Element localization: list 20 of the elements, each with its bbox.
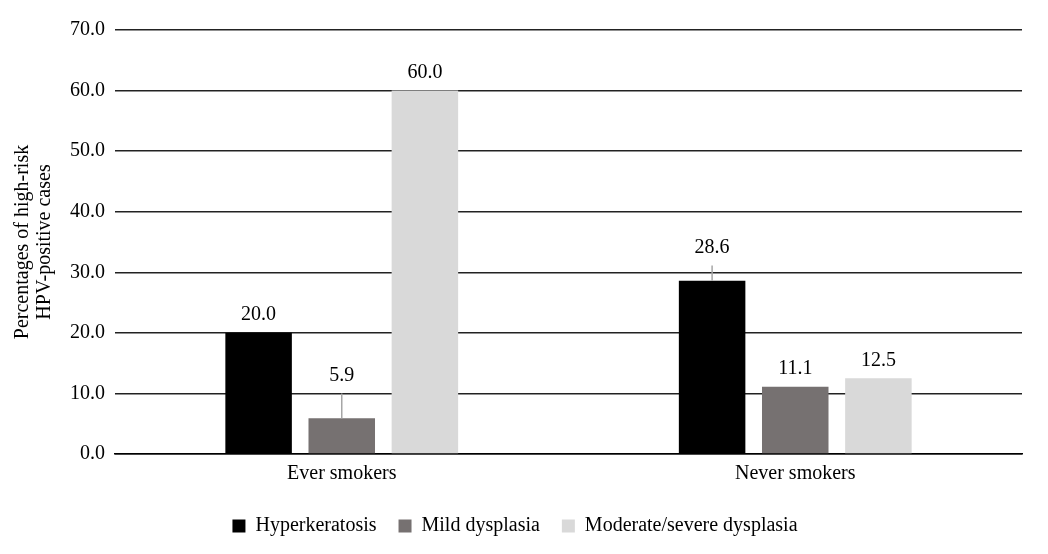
y-axis-title: Percentages of high-risk HPV-positive cases [10, 144, 56, 340]
y-tick-label: 0.0 [80, 441, 105, 464]
y-tick-label: 50.0 [70, 138, 105, 161]
y-tick-label: 70.0 [70, 17, 105, 40]
legend-label: Hyperkeratosis [255, 513, 377, 537]
y-tick-label: 20.0 [70, 320, 105, 343]
data-label: 11.1 [778, 356, 813, 379]
y-tick-label: 10.0 [70, 380, 105, 403]
data-label: 60.0 [407, 59, 443, 82]
x-tick-label: Never smokers [734, 461, 856, 484]
x-tick-label: Ever smokers [287, 461, 397, 484]
data-label: 20.0 [241, 302, 277, 325]
y-tick-label: 40.0 [70, 198, 105, 221]
y-tick-label: 60.0 [70, 77, 105, 100]
data-label: 12.5 [860, 347, 896, 370]
legend-label: Moderate/severe dysplasia [584, 513, 798, 537]
y-tick-label: 30.0 [70, 259, 105, 282]
data-label: 28.6 [694, 234, 730, 257]
data-label: 5.9 [329, 362, 355, 385]
legend-label: Mild dysplasia [421, 513, 540, 537]
